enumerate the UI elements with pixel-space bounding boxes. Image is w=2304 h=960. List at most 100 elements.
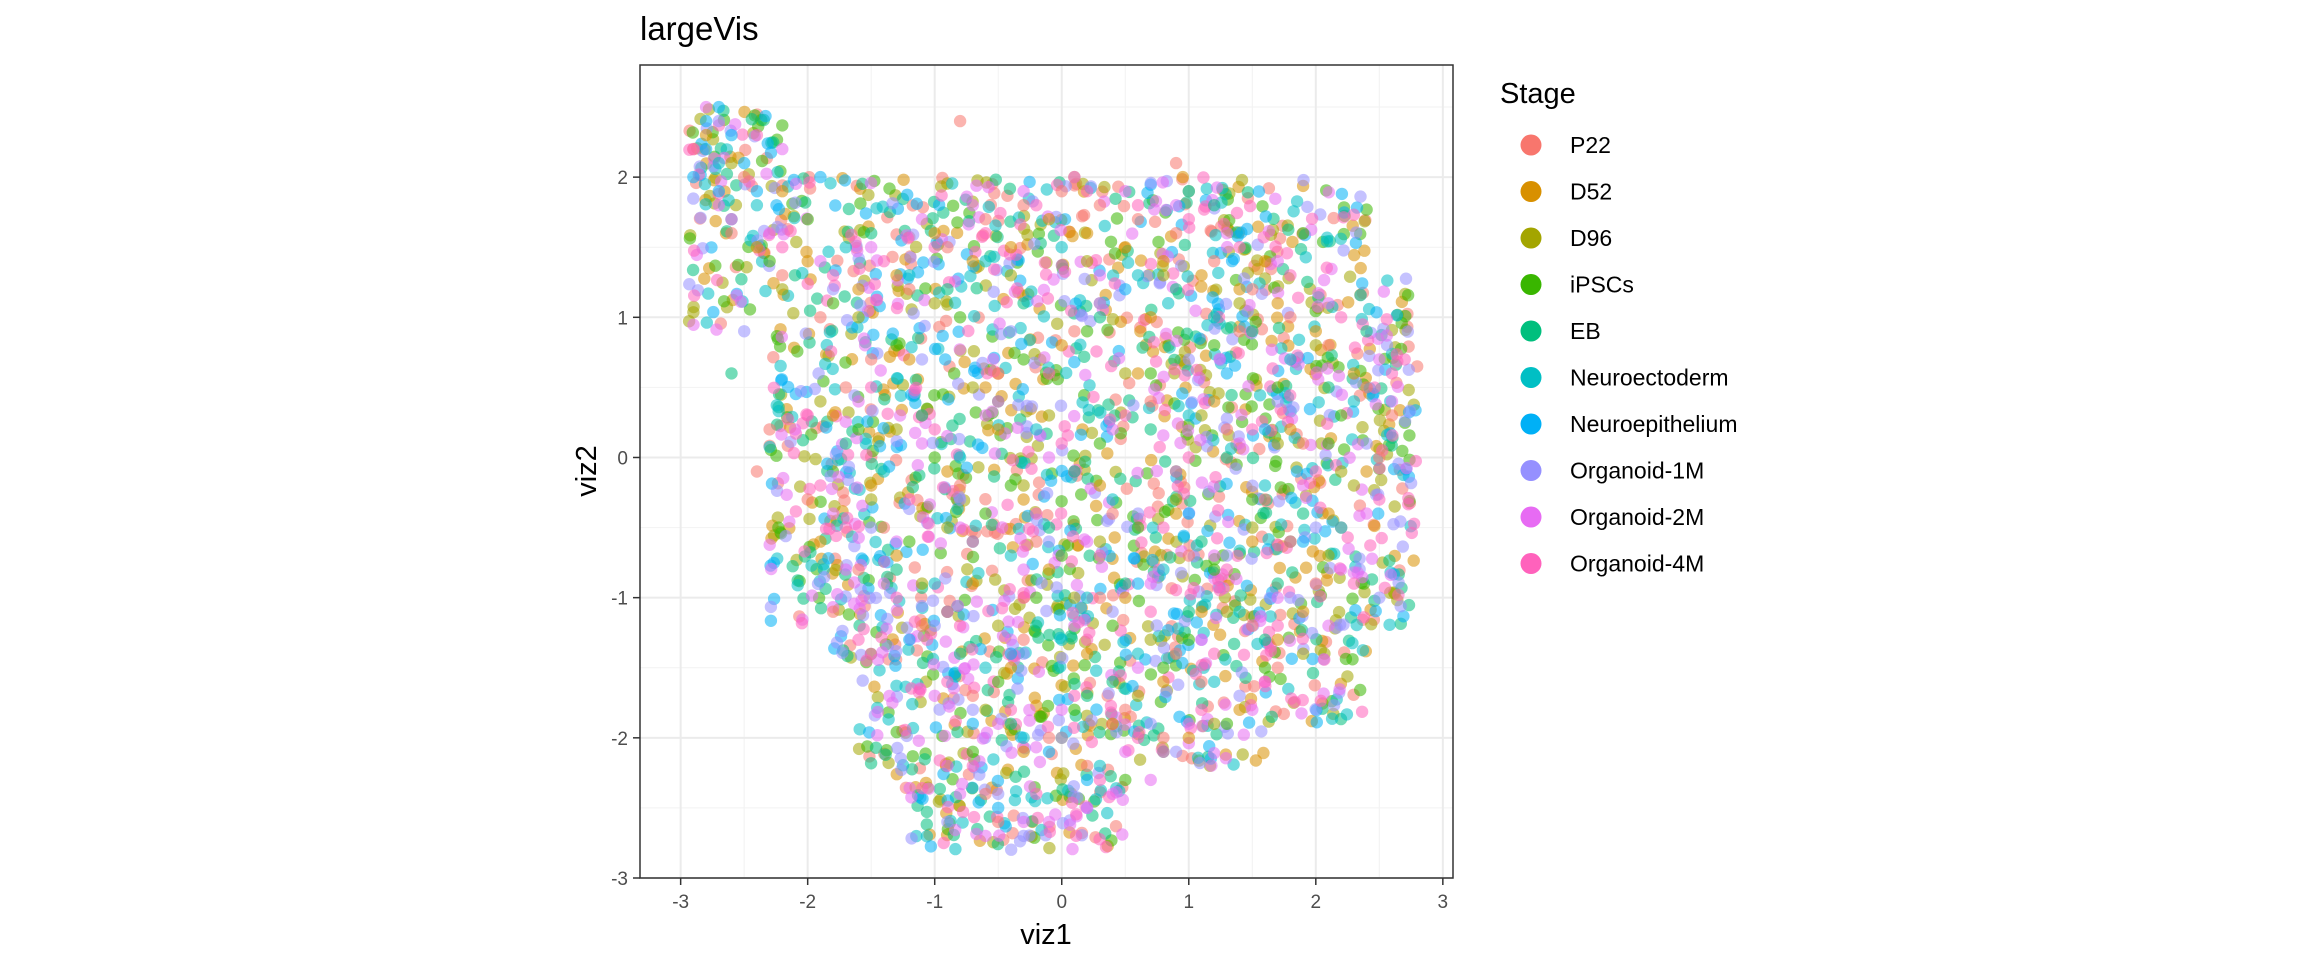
scatter-point [1080,591,1094,604]
scatter-point-background [1257,507,1270,520]
scatter-point-background [1386,429,1399,442]
scatter-point-background [853,262,866,275]
scatter-point-background [1091,513,1104,527]
scatter-point-background [1127,399,1140,412]
scatter-point-background [1031,811,1044,825]
scatter-point [1042,535,1056,548]
scatter-point-background [1044,474,1058,487]
scatter-point [1360,507,1373,520]
x-tick-label: 1 [1183,892,1194,913]
scatter-point-background [1126,679,1139,693]
scatter-point [915,619,929,632]
scatter-point-background [811,577,825,591]
scatter-point-background [1014,218,1027,231]
scatter-point-background [1074,338,1087,351]
scatter-point-background [1067,449,1080,462]
scatter-point-background [1095,560,1109,573]
scatter-point-background [1185,396,1199,409]
scatter-point-background [1136,341,1149,354]
scatter-point [1080,535,1094,548]
scatter-point-background [1119,633,1133,647]
scatter-point [928,241,941,254]
scatter-point-background [1282,223,1295,236]
scatter-point [1068,170,1081,184]
scatter-point [1144,423,1157,436]
scatter-point-background [993,829,1006,842]
scatter-point-background [1314,694,1328,707]
scatter-point [1169,507,1183,520]
scatter-point-background [1342,542,1355,555]
scatter-point-background [1365,552,1379,565]
scatter-point-background [1016,383,1029,396]
scatter-point-background [838,174,852,187]
scatter-point-background [838,290,851,303]
scatter-point-background [1394,600,1407,613]
scatter-point-background [1335,388,1349,401]
scatter-point [1157,661,1170,674]
scatter-point [1208,717,1221,730]
legend-label: Organoid-1M [1570,458,1704,484]
scatter-point [1246,283,1259,296]
scatter-point [1309,339,1323,352]
scatter-point [1246,535,1259,548]
legend-label: P22 [1570,132,1611,158]
scatter-point [941,759,954,773]
scatter-point-background [1180,327,1194,340]
scatter-point-background [1332,361,1345,374]
scatter-point [725,156,738,170]
scatter-point-background [1265,343,1279,356]
scatter-point [1296,437,1310,450]
scatter-point-background [1067,721,1081,734]
scatter-point-background [1150,619,1163,632]
scatter-point [1182,507,1196,520]
scatter-point-background [1118,718,1132,731]
scatter-point-background [842,202,856,216]
scatter-point [1208,199,1221,212]
scatter-point-background [869,268,882,281]
scatter-point-background [1026,525,1040,538]
scatter-point-background [1240,222,1254,236]
scatter-point-background [1311,300,1325,313]
scatter-point [776,283,789,296]
scatter-point [1233,325,1246,338]
scatter-point-background [771,511,784,524]
scatter-point-background [1098,180,1111,194]
scatter-point-background [1213,352,1226,365]
scatter-point [750,241,764,254]
scatter-point [1233,283,1246,296]
scatter-point-background [1078,272,1091,286]
scatter-point [1284,535,1297,548]
scatter-point-background [687,192,700,205]
scatter-point [1030,199,1043,212]
scatter-point-background [1195,476,1209,489]
scatter-point-background [734,295,747,308]
scatter-point [966,689,979,702]
scatter-point-background [939,511,953,525]
scatter-point-background [1011,615,1025,629]
scatter-point-background [1149,195,1163,208]
scatter-point-background [1054,399,1068,412]
scatter-point-background [1353,552,1366,565]
scatter-point-background [966,643,979,656]
scatter-point-background [1148,215,1162,228]
scatter-point-background [1176,170,1190,184]
scatter-point [1258,423,1272,436]
scatter-point [953,114,967,128]
scatter-point [1347,367,1361,380]
scatter-point [852,633,865,646]
scatter-point-background [1144,176,1158,190]
scatter-point-background [860,654,873,667]
scatter-point-background [1285,491,1298,505]
scatter-point-background [1384,568,1398,582]
scatter-point-background [1057,767,1070,780]
scatter-point-background [995,521,1009,534]
scatter-point-background [1335,187,1349,201]
panel-border [639,64,1454,879]
scatter-point [1182,633,1196,646]
scatter-point-background [1141,269,1154,283]
scatter-point [928,577,941,590]
scatter-point [865,227,878,240]
scatter-point-background [1272,539,1285,552]
scatter-point-background [972,461,985,474]
